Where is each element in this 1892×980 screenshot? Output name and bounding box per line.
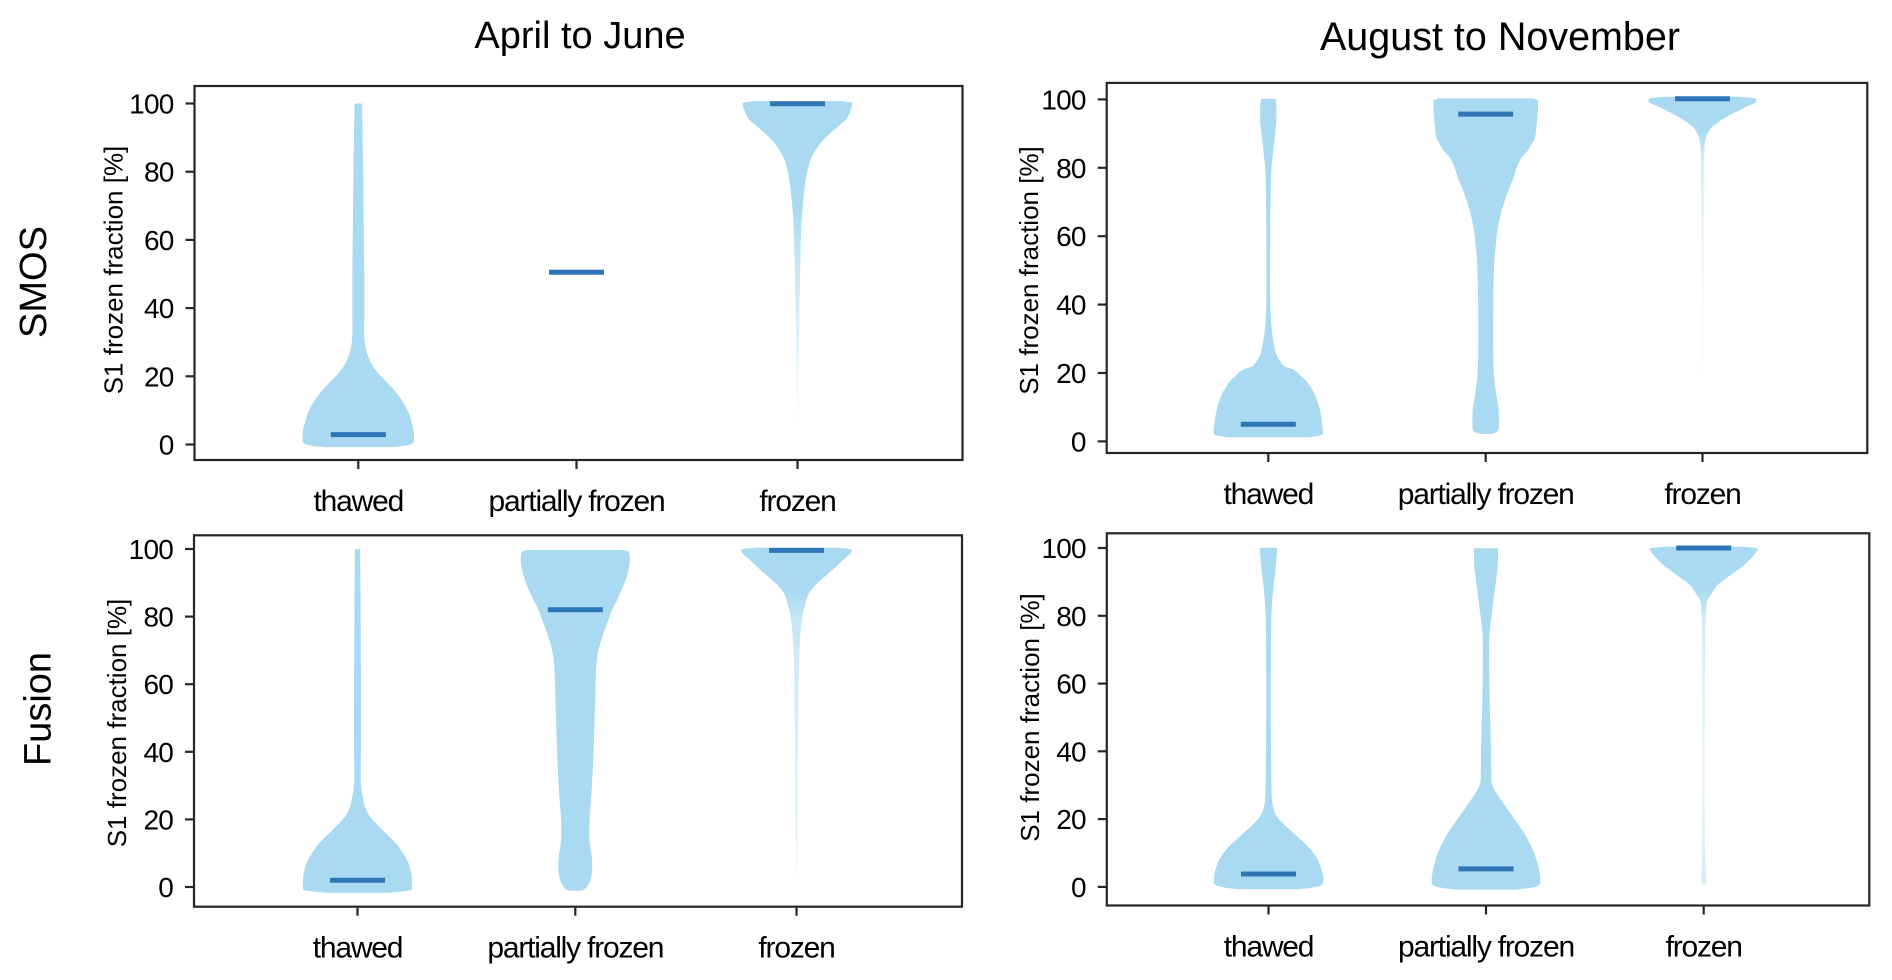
svg-text:August to November: August to November — [1320, 15, 1680, 59]
svg-text:100: 100 — [1041, 84, 1086, 115]
svg-text:S1 frozen fraction [%]: S1 frozen fraction [%] — [1015, 593, 1045, 842]
svg-text:20: 20 — [144, 361, 174, 392]
svg-text:20: 20 — [1056, 358, 1086, 389]
svg-text:S1 frozen fraction [%]: S1 frozen fraction [%] — [1014, 146, 1044, 395]
svg-text:0: 0 — [158, 872, 173, 903]
svg-text:S1 frozen fraction [%]: S1 frozen fraction [%] — [102, 599, 132, 848]
svg-text:80: 80 — [1056, 153, 1086, 184]
svg-text:frozen: frozen — [759, 485, 835, 518]
svg-text:partially frozen: partially frozen — [1398, 931, 1574, 964]
svg-text:April to June: April to June — [474, 15, 685, 57]
svg-text:60: 60 — [1056, 669, 1086, 700]
svg-text:60: 60 — [144, 225, 174, 256]
svg-text:thawed: thawed — [314, 485, 404, 518]
svg-text:60: 60 — [143, 669, 173, 700]
svg-text:40: 40 — [1056, 736, 1086, 767]
svg-text:0: 0 — [1071, 872, 1086, 903]
svg-text:0: 0 — [159, 430, 174, 461]
svg-text:40: 40 — [144, 293, 174, 324]
svg-text:60: 60 — [1056, 221, 1086, 252]
svg-text:S1 frozen fraction [%]: S1 frozen fraction [%] — [99, 146, 129, 395]
svg-text:80: 80 — [144, 157, 174, 188]
svg-text:partially frozen: partially frozen — [487, 932, 663, 965]
svg-text:100: 100 — [1041, 533, 1086, 564]
svg-text:frozen: frozen — [1664, 478, 1740, 511]
svg-text:thawed: thawed — [313, 932, 403, 965]
svg-text:100: 100 — [129, 534, 174, 565]
svg-text:partially frozen: partially frozen — [1398, 478, 1574, 511]
svg-text:frozen: frozen — [1666, 931, 1742, 964]
svg-text:0: 0 — [1071, 426, 1086, 457]
svg-text:partially frozen: partially frozen — [489, 485, 665, 518]
svg-text:frozen: frozen — [758, 932, 834, 965]
svg-text:20: 20 — [1056, 804, 1086, 835]
svg-text:80: 80 — [143, 602, 173, 633]
svg-text:thawed: thawed — [1224, 478, 1314, 511]
svg-text:thawed: thawed — [1224, 931, 1314, 964]
svg-text:Fusion: Fusion — [18, 652, 60, 766]
svg-text:40: 40 — [143, 737, 173, 768]
svg-text:40: 40 — [1056, 290, 1086, 321]
svg-text:80: 80 — [1056, 601, 1086, 632]
svg-text:20: 20 — [143, 804, 173, 835]
svg-text:100: 100 — [129, 89, 174, 120]
svg-text:SMOS: SMOS — [13, 226, 55, 338]
